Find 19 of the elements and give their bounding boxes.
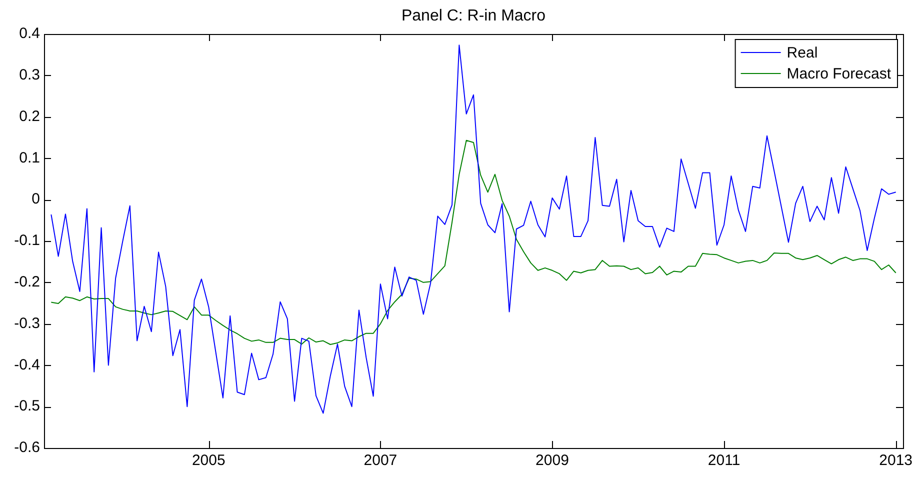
y-tick-label: 0.1 — [19, 149, 40, 166]
y-tick-label: 0.3 — [19, 66, 40, 84]
x-tick-label: 2007 — [364, 452, 398, 470]
y-tick-label: 0 — [32, 190, 40, 208]
x-tick-label: 2005 — [192, 452, 226, 470]
x-tick-label: 2011 — [708, 452, 740, 470]
x-tick-label: 2013 — [879, 452, 913, 470]
legend-label: Real — [786, 44, 818, 62]
x-tick-label: 2009 — [536, 452, 569, 470]
y-tick-label: -0.5 — [14, 398, 40, 415]
y-tick-label: 0.2 — [19, 108, 40, 125]
y-tick-label: -0.2 — [14, 274, 40, 291]
chart-title: Panel C: R-in Macro — [401, 7, 546, 24]
y-tick-label: -0.1 — [14, 232, 40, 250]
legend-label: Macro Forecast — [786, 66, 892, 83]
y-tick-label: -0.4 — [14, 356, 40, 374]
y-tick-label: 0.4 — [19, 25, 40, 42]
y-tick-label: -0.6 — [14, 439, 40, 456]
y-tick-label: -0.3 — [14, 314, 40, 332]
